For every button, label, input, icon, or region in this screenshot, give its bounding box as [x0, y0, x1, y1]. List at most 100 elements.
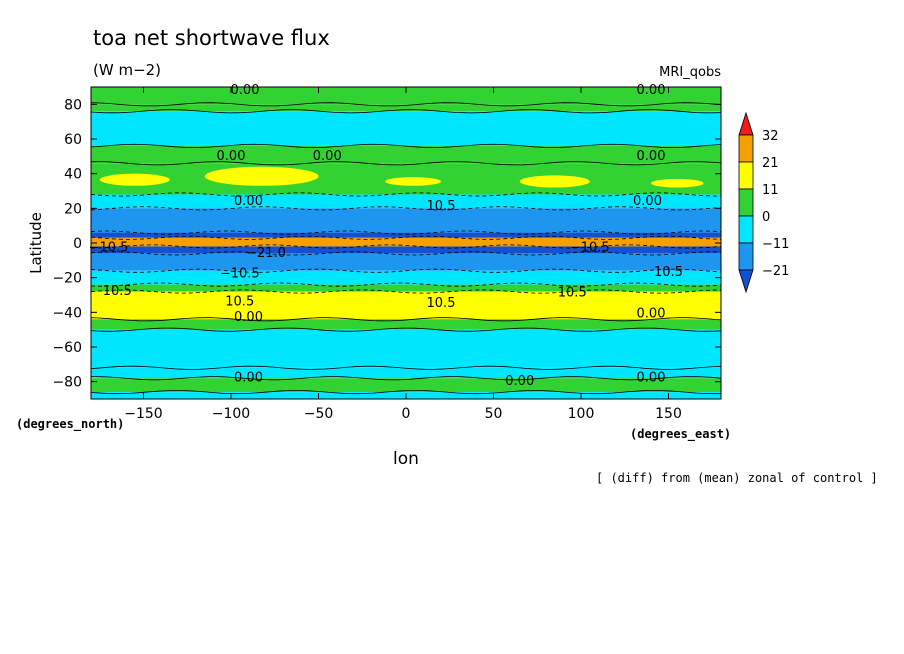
colorbar-label: 32 [762, 129, 779, 144]
field-patch [651, 178, 704, 188]
colorbar-max-triangle [738, 111, 754, 136]
contour-line [90, 289, 722, 294]
field-patch [519, 175, 590, 188]
lat-band [91, 87, 721, 105]
lat-band [91, 246, 721, 254]
contour-line [90, 244, 722, 249]
lat-band [91, 111, 721, 146]
contour-label: 0.00 [637, 149, 666, 164]
contour-line [90, 102, 722, 107]
colorbar-segment [738, 134, 754, 163]
contour-label: 0.00 [505, 374, 534, 389]
contour-lines [90, 102, 722, 395]
y-tick-label: −40 [52, 305, 82, 321]
contour-line [90, 365, 722, 370]
contour-label: 10.5 [427, 199, 456, 214]
lat-band [91, 284, 721, 292]
lat-band [91, 291, 721, 320]
contour-label: −10.5 [220, 267, 260, 282]
x-tick-label: 100 [568, 406, 595, 422]
x-tick-label: 50 [485, 406, 503, 422]
field-patch [91, 256, 721, 264]
lat-band [91, 378, 721, 393]
contour-line [90, 390, 722, 395]
model-label: MRI_qobs [659, 65, 721, 80]
lat-band [91, 194, 721, 209]
contour-label: 10.5 [654, 265, 683, 280]
x-tick-label: −100 [212, 406, 250, 422]
contour-label: 0.00 [234, 371, 263, 386]
colorbar-segment [738, 242, 754, 271]
y-tick-label: 20 [64, 201, 82, 217]
y-unit-label: (degrees_north) [16, 417, 124, 432]
x-tick-label: 0 [402, 406, 411, 422]
chart-title: toa net shortwave flux [93, 26, 330, 50]
contour-line [90, 317, 722, 322]
colorbar-label: 11 [762, 183, 779, 198]
contour-line [90, 235, 722, 240]
colorbar-segment [738, 188, 754, 217]
field-patch [385, 177, 441, 186]
x-tick-label: −50 [304, 406, 334, 422]
contour-line [90, 192, 722, 197]
contour-label: −21.0 [246, 246, 286, 261]
contour-label: −10.5 [89, 241, 129, 256]
y-tick-label: 40 [64, 167, 82, 183]
contour-label: 0.00 [313, 149, 342, 164]
lat-band [91, 270, 721, 285]
contour-label: 0.00 [637, 371, 666, 386]
y-tick-label: 60 [64, 132, 82, 148]
x-tick-label: 150 [655, 406, 682, 422]
colorbar: 32 21 11 0 −11 −21 [738, 111, 789, 294]
field-patch [204, 166, 319, 186]
lat-band [91, 232, 721, 238]
lat-band [91, 104, 721, 112]
contour-label: 10.5 [225, 294, 254, 309]
colorbar-segment [738, 161, 754, 190]
lat-band [91, 145, 721, 164]
contour-label: 0.00 [234, 310, 263, 325]
lat-band [91, 237, 721, 247]
y-axis-label: Latitude [27, 212, 45, 274]
colorbar-label: −11 [762, 237, 789, 252]
contour-label: 10.5 [558, 286, 587, 301]
contour-line [90, 161, 722, 166]
colorbar-label: 0 [762, 210, 770, 225]
contour-line [90, 327, 722, 332]
contour-label: −10.5 [570, 241, 610, 256]
contour-line [90, 206, 722, 211]
x-axis-label: lon [393, 449, 419, 469]
colorbar-segment [738, 215, 754, 244]
colorbar-label: 21 [762, 156, 779, 171]
y-tick-label: −80 [52, 375, 82, 391]
contour-line [90, 268, 722, 273]
x-unit-label: (degrees_east) [630, 427, 731, 442]
contour-label: 0.00 [217, 149, 246, 164]
contour-label: 0.00 [637, 83, 666, 98]
contour-label: 0.00 [633, 194, 662, 209]
contour-line [90, 143, 722, 148]
lat-band [91, 367, 721, 379]
contour-line [91, 376, 722, 381]
y-tick-label: 80 [64, 97, 82, 113]
contour-label: 0.00 [637, 307, 666, 322]
colorbar-min-triangle [738, 269, 754, 294]
lat-band [91, 329, 721, 368]
field-patch [99, 173, 170, 186]
x-axis-ticks: −150 −100 −50 0 50 100 150 [124, 87, 682, 422]
y-tick-label: 0 [73, 236, 82, 252]
units-label: (W m−2) [93, 61, 161, 79]
y-tick-label: −20 [52, 271, 82, 287]
contour-line [90, 109, 722, 114]
footnote: [ (diff) from (mean) zonal of control ] [596, 471, 878, 485]
lat-band [91, 319, 721, 330]
y-tick-label: −60 [52, 340, 82, 356]
heatmap-field [91, 87, 721, 399]
contour-line [90, 251, 722, 256]
x-tick-label: −150 [124, 406, 162, 422]
y-axis-ticks: 80 60 40 20 0 −20 −40 −60 −80 [52, 97, 721, 391]
field-patch [91, 218, 721, 230]
contour-line [90, 282, 722, 287]
colorbar-label: −21 [762, 264, 789, 279]
